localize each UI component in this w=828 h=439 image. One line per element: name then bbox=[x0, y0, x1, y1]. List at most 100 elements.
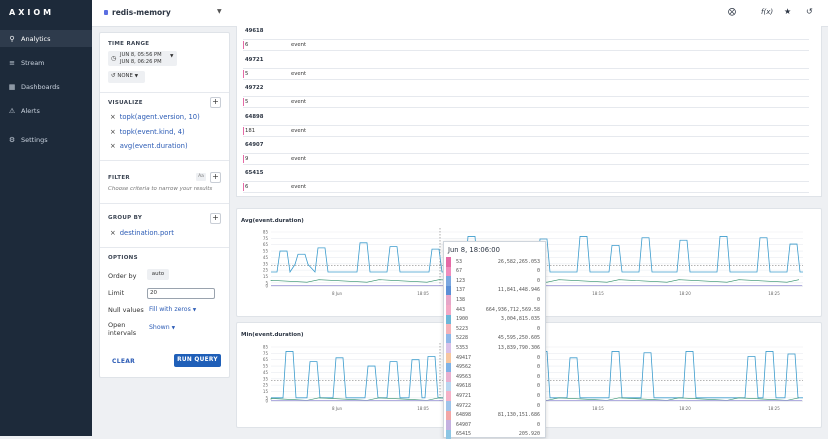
limit-input[interactable]: 20 bbox=[147, 288, 215, 299]
row-kind: event bbox=[291, 99, 307, 105]
star-icon[interactable]: ★ bbox=[784, 7, 792, 16]
tooltip-row: 123 0 bbox=[446, 276, 543, 286]
sidebar-item-stream[interactable]: ≡ Stream bbox=[0, 54, 92, 71]
run-query-button[interactable]: RUN QUERY bbox=[174, 354, 221, 367]
series-swatch bbox=[446, 401, 451, 411]
close-circle-icon[interactable]: ⨂ bbox=[728, 7, 736, 16]
close-icon[interactable]: × bbox=[110, 229, 116, 237]
series-swatch bbox=[446, 324, 451, 334]
x-tick-label: 18:20 bbox=[679, 291, 691, 296]
clear-button[interactable]: CLEAR bbox=[112, 358, 136, 365]
y-tick-label: 0 bbox=[265, 399, 268, 404]
chevron-down-icon: ▼ bbox=[170, 54, 174, 59]
series-swatch bbox=[446, 276, 451, 286]
row-count: 9 bbox=[245, 156, 249, 162]
open-intervals-label: Open intervals bbox=[108, 321, 137, 337]
time-range-picker[interactable]: ◷ JUN 8, 05:56 PM JUN 8, 06:26 PM ▼ bbox=[108, 51, 177, 66]
tooltip-value: 3,004,815.035 bbox=[500, 316, 540, 323]
function-icon[interactable]: f(x) bbox=[761, 8, 774, 16]
close-icon[interactable]: × bbox=[110, 142, 116, 150]
tooltip-value: 0 bbox=[536, 392, 540, 399]
y-tick-label: 0 bbox=[265, 284, 268, 289]
tooltip-row: 49562 0 bbox=[446, 362, 543, 373]
tooltip-value: 11,841,448.946 bbox=[497, 287, 540, 294]
tooltip-value: 205.920 bbox=[518, 431, 540, 438]
group-header: 49618 bbox=[245, 28, 264, 34]
row-color-bar bbox=[243, 98, 244, 106]
open-intervals-select[interactable]: Shown ▼ bbox=[149, 324, 176, 331]
visualize-title: VISUALIZE bbox=[108, 100, 143, 106]
row-kind: event bbox=[291, 184, 307, 190]
chevron-down-icon[interactable]: ▼ bbox=[217, 8, 222, 15]
table-row[interactable]: 6 event bbox=[243, 39, 809, 51]
x-tick-label: 18:05 bbox=[417, 291, 429, 296]
tooltip-value: 0 bbox=[536, 383, 540, 390]
tooltip-value: 664,936,712,569.58 bbox=[485, 306, 540, 313]
tooltip-row: 5353 13,839,790.306 bbox=[446, 343, 543, 353]
y-tick-label: 75 bbox=[263, 236, 269, 241]
sidebar-item-settings[interactable]: ⚙ Settings bbox=[0, 131, 92, 148]
y-tick-label: 65 bbox=[263, 357, 269, 362]
tooltip-value: 0 bbox=[536, 402, 540, 409]
tooltip-row: 49563 0 bbox=[446, 372, 543, 382]
tooltip-key: 5223 bbox=[456, 325, 469, 332]
null-values-select[interactable]: Fill with zeros ▼ bbox=[149, 306, 197, 313]
tooltip-value: 0 bbox=[536, 296, 540, 303]
options-title: OPTIONS bbox=[108, 255, 138, 261]
sidebar-item-label: Dashboards bbox=[21, 82, 60, 91]
sidebar-item-label: Settings bbox=[21, 135, 48, 144]
visualization-item[interactable]: × topk(agent.version, 10) bbox=[110, 113, 200, 121]
add-group-by-button[interactable]: + bbox=[210, 213, 221, 224]
dataset-selector[interactable]: redis-memory bbox=[112, 8, 171, 17]
chevron-down-icon: ▼ bbox=[192, 308, 197, 313]
close-icon[interactable]: × bbox=[110, 128, 116, 136]
sidebar-item-alerts[interactable]: ⚠ Alerts bbox=[0, 102, 92, 119]
tooltip-key: 137 bbox=[456, 287, 466, 294]
chart-title: Min(event.duration) bbox=[241, 332, 304, 338]
order-by-button[interactable]: auto bbox=[147, 269, 169, 280]
tooltip-row: 137 11,841,448.946 bbox=[446, 285, 543, 296]
tooltip-value: 13,839,790.306 bbox=[497, 344, 540, 351]
case-sensitive-toggle[interactable]: Aa bbox=[196, 173, 206, 181]
chart-tooltip: Jun 8, 18:06:00 53 26,582,265.053 67 0 123 0 1… bbox=[443, 241, 546, 439]
table-row[interactable]: 9 event bbox=[243, 153, 809, 165]
sidebar: AXIOM ⚲ Analytics ≡ Stream ▦ Dashboards … bbox=[0, 0, 92, 436]
series-swatch bbox=[446, 362, 451, 373]
tooltip-key: 53 bbox=[456, 258, 463, 265]
tooltip-value: 0 bbox=[536, 325, 540, 332]
tooltip-row: 49721 0 bbox=[446, 391, 543, 401]
chevron-down-icon: ▼ bbox=[171, 326, 176, 331]
table-row[interactable]: 181 event bbox=[243, 125, 809, 137]
table-row[interactable]: 5 event bbox=[243, 68, 809, 80]
sidebar-item-analytics[interactable]: ⚲ Analytics bbox=[0, 30, 92, 47]
series-swatch bbox=[446, 410, 451, 421]
table-row[interactable]: 6 event bbox=[243, 181, 809, 193]
series-swatch bbox=[446, 343, 451, 353]
tooltip-key: 138 bbox=[456, 296, 466, 303]
visualization-item[interactable]: × topk(event.kind, 4) bbox=[110, 128, 185, 136]
tooltip-key: 49721 bbox=[456, 392, 472, 399]
add-visualization-button[interactable]: + bbox=[210, 97, 221, 108]
limit-label: Limit bbox=[108, 289, 125, 297]
top-bar: redis-memory ▼ ⨂ f(x) ★ ↺ bbox=[92, 0, 828, 27]
x-tick-label: 18:25 bbox=[768, 406, 780, 411]
compare-picker[interactable]: ↺ NONE ▼ bbox=[108, 71, 145, 83]
compare-value: NONE bbox=[117, 73, 133, 79]
table-row[interactable]: 5 event bbox=[243, 96, 809, 108]
history-icon[interactable]: ↺ bbox=[806, 7, 813, 16]
tooltip-key: 49563 bbox=[456, 373, 472, 380]
group-by-item[interactable]: × destination.port bbox=[110, 229, 174, 237]
row-count: 5 bbox=[245, 99, 249, 105]
add-filter-button[interactable]: + bbox=[210, 172, 221, 183]
series-swatch bbox=[446, 420, 451, 430]
history-icon: ↺ bbox=[111, 73, 116, 79]
row-color-bar bbox=[243, 70, 244, 78]
visualization-item[interactable]: × avg(event.duration) bbox=[110, 142, 188, 150]
axiom-logo[interactable]: AXIOM bbox=[9, 8, 55, 17]
series-swatch bbox=[446, 429, 451, 439]
group-header: 49722 bbox=[245, 85, 264, 91]
tooltip-key: 5228 bbox=[456, 335, 469, 342]
close-icon[interactable]: × bbox=[110, 113, 116, 121]
sidebar-item-dashboards[interactable]: ▦ Dashboards bbox=[0, 78, 92, 95]
time-range-end: JUN 8, 06:26 PM bbox=[120, 59, 162, 65]
